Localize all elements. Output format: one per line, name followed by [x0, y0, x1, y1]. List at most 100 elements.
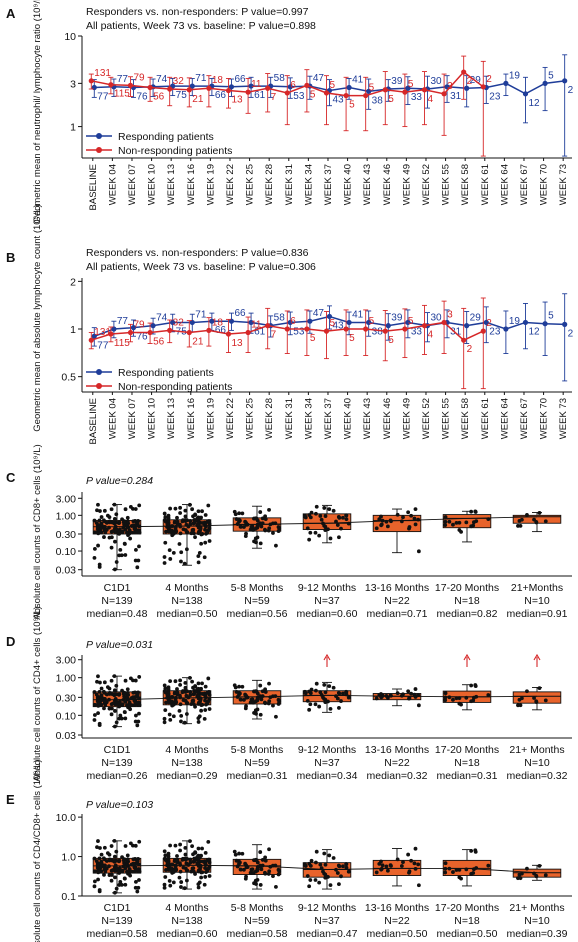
- panel-a-n-label: 43: [332, 95, 344, 106]
- panel-c-data-point: [200, 521, 205, 525]
- panel-d-data-point: [179, 719, 183, 724]
- panel-c-data-point: [190, 507, 195, 512]
- panel-c-data-point: [309, 510, 314, 515]
- panel-e-data-point: [534, 874, 539, 879]
- panel-e-data-point: [97, 856, 102, 861]
- panel-e-data-point: [131, 861, 136, 866]
- panel-d-data-point: [469, 699, 474, 704]
- panel-e-data-point: [274, 884, 278, 889]
- panel-d-group-label: 21+ Months: [509, 744, 564, 756]
- panel-c-data-point: [109, 507, 114, 512]
- panel-c-data-point: [102, 535, 106, 539]
- panel-d-data-point: [406, 689, 411, 694]
- panel-e-data-point: [128, 841, 133, 846]
- panel-b-n-label: 12: [528, 326, 540, 337]
- panel-c-n-label: N=18: [454, 595, 480, 607]
- panel-e-data-point: [341, 864, 345, 869]
- panel-d-data-point: [110, 701, 115, 706]
- panel-c-data-point: [243, 534, 248, 538]
- panel-c-data-point: [234, 517, 239, 521]
- panel-a-chart: Responders vs. non-responders: P value=0…: [32, 0, 574, 224]
- panel-d-data-point: [96, 704, 101, 708]
- panel-c-group-label: 21+Months: [511, 582, 563, 594]
- panel-d-ylabel: Absolute cell counts of CD4+ cells (10⁹/…: [32, 606, 43, 781]
- panel-d-data-point: [107, 686, 112, 691]
- panel-e-data-point: [178, 848, 183, 853]
- panel-d-data-point: [122, 710, 127, 715]
- panel-c-data-point: [469, 509, 474, 514]
- panel-a-ytick-label: 10: [64, 31, 76, 43]
- panel-c-data-point: [118, 547, 123, 552]
- panel-e-data-point: [131, 857, 136, 862]
- panel-e-data-point: [121, 864, 126, 869]
- panel-b-n-label: 30: [430, 313, 442, 324]
- panel-c-data-point: [188, 519, 193, 523]
- panel-e-data-point: [234, 858, 239, 863]
- panel-e-data-point: [243, 861, 248, 866]
- panel-e-data-point: [174, 866, 178, 871]
- panel-e-data-point: [380, 863, 385, 868]
- panel-d-data-point: [173, 679, 178, 684]
- panel-c-data-point: [188, 502, 192, 507]
- panel-e-data-point: [305, 874, 310, 878]
- panel-d-data-point: [254, 689, 259, 694]
- panel-e-data-point: [266, 872, 271, 876]
- panel-b-point: [480, 328, 486, 334]
- panel-b-legend: Responding patients Non-responding patie…: [86, 367, 232, 393]
- panel-c-data-point: [328, 536, 333, 541]
- panel-e-data-point: [163, 875, 168, 879]
- panel-d-data-point: [242, 697, 246, 702]
- panel-c-data-point: [166, 516, 171, 520]
- panel-e-data-point: [307, 884, 312, 889]
- panel-c-data-point: [129, 530, 134, 535]
- panel-c-data-point: [183, 514, 188, 519]
- panel-a-point: [402, 89, 408, 95]
- panel-d-data-point: [334, 694, 338, 699]
- panel-e-data-point: [317, 880, 322, 885]
- panel-b-n-label: 21: [192, 337, 204, 348]
- panel-e-data-point: [170, 862, 174, 867]
- panel-e-data-point: [486, 863, 491, 868]
- panel-a-n-label: 115: [114, 89, 130, 100]
- panel-d-data-point: [234, 690, 239, 694]
- panel-c-data-point: [193, 535, 197, 540]
- panel-e-chart: P value=0.103 Absolute cell counts of CD…: [32, 759, 572, 942]
- panel-c-data-point: [457, 520, 462, 525]
- panel-b-point: [326, 313, 333, 320]
- panel-b-xtick-label: WEEK 67: [519, 398, 530, 439]
- panel-e-group-label: 5-8 Months: [231, 902, 284, 914]
- panel-a-point: [343, 92, 349, 99]
- panel-c-data-point: [125, 530, 129, 535]
- panel-c-data-point: [207, 539, 212, 543]
- panel-e-data-point: [180, 857, 185, 862]
- panel-c-n-label: N=139: [101, 595, 132, 607]
- panel-e-data-point: [243, 876, 248, 881]
- panel-e-data-point: [308, 878, 313, 882]
- panel-e-data-point: [322, 851, 327, 856]
- panel-c-data-point: [379, 522, 384, 527]
- panel-c-data-point: [131, 519, 136, 524]
- panel-d-data-point: [198, 697, 203, 702]
- panel-e-data-point: [233, 852, 238, 857]
- panel-a-n-label: 5: [310, 89, 316, 100]
- panel-d-data-point: [120, 702, 125, 707]
- panel-a-n-label: 2: [467, 76, 473, 87]
- panel-e-data-point: [473, 849, 478, 854]
- panel-label-e: E: [6, 792, 15, 807]
- panel-e-data-point: [344, 862, 349, 866]
- panel-e-data-point: [178, 869, 183, 874]
- panel-d-ytick-label: 0.30: [56, 692, 77, 704]
- panel-b-n-label: 33: [411, 326, 423, 337]
- panel-c-data-point: [327, 507, 332, 512]
- panel-c-data-point: [134, 547, 138, 552]
- panel-c-data-point: [167, 548, 172, 553]
- panel-c-data-point: [135, 521, 140, 525]
- panel-e-data-point: [113, 875, 117, 880]
- panel-e-data-point: [193, 850, 198, 855]
- panel-d-data-point: [114, 683, 119, 688]
- panel-b-xtick-label: WEEK 52: [421, 398, 432, 439]
- panel-c-data-point: [177, 522, 182, 527]
- panel-b-point: [209, 318, 215, 324]
- panel-b-n-label: 4: [427, 330, 433, 341]
- panel-a-point: [225, 87, 232, 94]
